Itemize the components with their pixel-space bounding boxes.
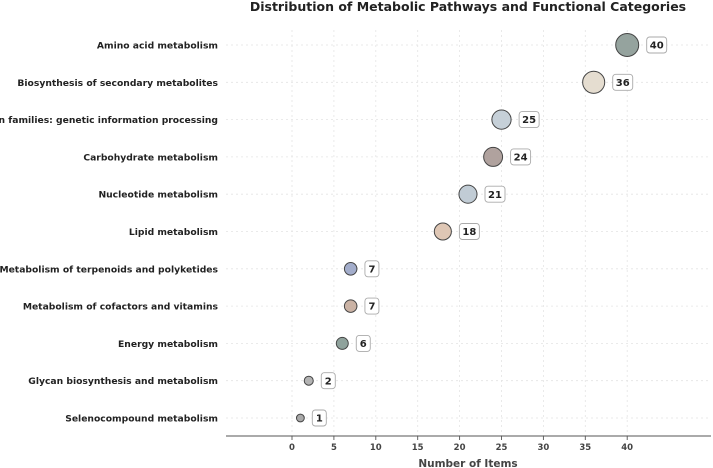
- value-label-box: [320, 372, 336, 390]
- x-tick-label: 20: [454, 443, 466, 453]
- category-label: Carbohydrate metabolism: [83, 152, 218, 163]
- x-tick-label: 0: [289, 443, 295, 453]
- value-label-text: 36: [616, 78, 630, 89]
- value-label-text: 7: [368, 264, 375, 275]
- x-tick-label: 15: [412, 443, 424, 453]
- value-label: 21: [484, 185, 506, 203]
- x-tick-label: 5: [331, 443, 337, 453]
- value-label-box: [364, 297, 380, 315]
- x-axis: 0 5 10 15 20 25 30 35 40: [226, 435, 711, 453]
- category-label: Biosynthesis of secondary metabolites: [17, 78, 218, 89]
- x-tick-label: 40: [621, 443, 633, 453]
- value-label-text: 6: [360, 339, 367, 350]
- data-point: [491, 109, 512, 130]
- category-label: Nucleotide metabolism: [98, 190, 218, 201]
- value-label: 6: [355, 334, 371, 352]
- x-tick-label: 25: [496, 443, 508, 453]
- value-label-text: 40: [650, 41, 664, 52]
- data-points: [295, 33, 640, 423]
- category-label: Amino acid metabolism: [97, 41, 218, 52]
- category-label: Glycan biosynthesis and metabolism: [28, 376, 218, 387]
- value-label-box: [364, 260, 380, 278]
- category-label: Energy metabolism: [118, 339, 218, 350]
- value-label: 24: [510, 148, 532, 166]
- category-label: Protein families: genetic information pr…: [0, 115, 218, 126]
- data-point: [343, 299, 358, 313]
- value-label: 2: [320, 372, 336, 390]
- value-label: 7: [364, 260, 380, 278]
- value-label-box: [646, 36, 668, 54]
- data-point: [295, 413, 305, 423]
- data-point: [433, 222, 452, 241]
- value-label: 40: [646, 36, 668, 54]
- data-point: [335, 336, 349, 350]
- value-label-text: 25: [522, 115, 536, 126]
- value-label-box: [612, 73, 634, 91]
- data-point: [458, 184, 478, 204]
- x-axis-label: Number of Items: [418, 458, 517, 468]
- value-label-box: [458, 223, 480, 240]
- category-label: Metabolism of cofactors and vitamins: [23, 302, 219, 313]
- value-label-text: 7: [368, 302, 375, 313]
- category-label: Lipid metabolism: [129, 227, 218, 238]
- x-tick-label: 10: [370, 443, 382, 453]
- category-label: Selenocompound metabolism: [65, 414, 218, 425]
- value-label-box: [510, 148, 532, 166]
- value-label-box: [484, 185, 506, 203]
- data-point: [303, 375, 314, 386]
- category-labels: Amino acid metabolism Biosynthesis of sec…: [0, 41, 219, 425]
- x-tick-label: 30: [537, 443, 549, 453]
- chart-title: Distribution of Metabolic Pathways and F…: [250, 0, 686, 14]
- value-label-box: [518, 111, 540, 129]
- value-label-text: 24: [514, 153, 528, 164]
- data-point: [582, 70, 606, 94]
- data-point: [483, 146, 504, 167]
- value-label-text: 21: [488, 190, 502, 201]
- value-label-text: 18: [462, 227, 476, 238]
- value-label: 1: [311, 409, 327, 427]
- category-label: Metabolism of terpenoids and polyketides: [0, 264, 219, 275]
- value-label: 36: [612, 73, 634, 91]
- data-point: [343, 262, 358, 276]
- x-tick-label: 35: [579, 443, 591, 453]
- value-label-box: [311, 409, 327, 427]
- data-point: [615, 33, 640, 57]
- value-label-box: [355, 334, 371, 352]
- value-label-text: 2: [325, 376, 332, 387]
- value-label: 18: [458, 223, 480, 240]
- value-label: 7: [364, 297, 380, 315]
- value-label-text: 1: [316, 414, 323, 425]
- value-label: 25: [518, 111, 540, 129]
